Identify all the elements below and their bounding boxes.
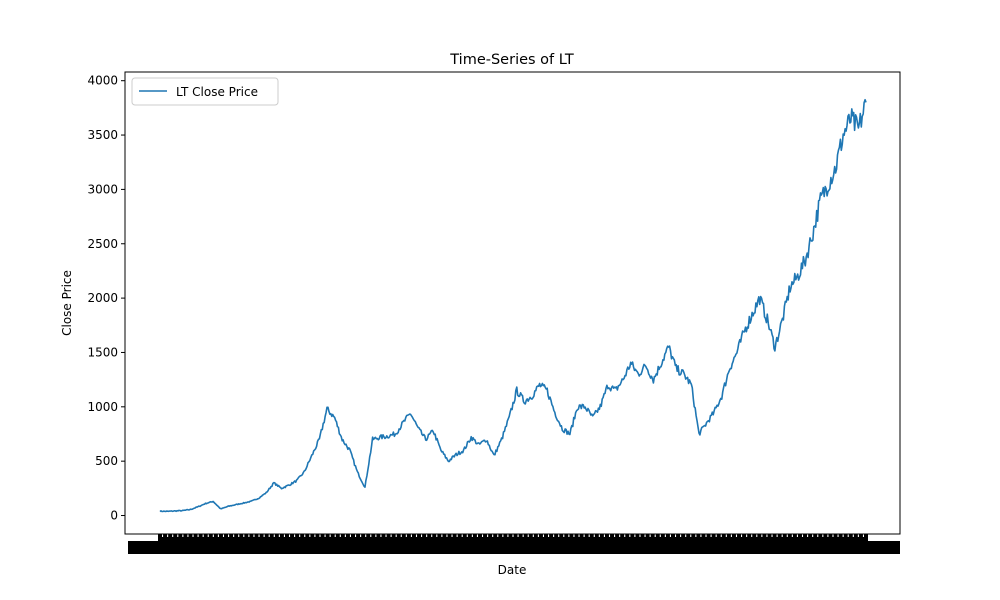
x-axis	[128, 534, 900, 554]
y-tick-label: 1500	[87, 345, 118, 359]
x-tick-marks-overlap	[158, 537, 868, 543]
y-axis-label: Close Price	[60, 270, 74, 336]
axes-frame	[124, 71, 901, 535]
x-axis-label: Date	[498, 563, 527, 577]
y-tick-label: 3500	[87, 128, 118, 142]
chart-title: Time-Series of LT	[449, 52, 574, 68]
series-line-lt-close-price	[159, 98, 867, 513]
y-tick-label: 0	[110, 509, 118, 523]
x-tick-labels-overlap	[128, 541, 900, 554]
y-tick-label: 2500	[87, 237, 118, 251]
series-layer	[159, 98, 867, 513]
legend-label-lt-close-price: LT Close Price	[176, 85, 258, 99]
y-tick-label: 2000	[87, 291, 118, 305]
legend-box	[131, 77, 279, 106]
y-tick-label: 1000	[87, 400, 118, 414]
y-axis: 0 500 1000 1500 2000 2500 3000 3500 4000	[87, 74, 125, 523]
y-tick-label: 4000	[87, 74, 118, 88]
y-tick-label: 500	[95, 454, 118, 468]
plot-area	[124, 71, 901, 535]
legend: LT Close Price	[131, 77, 279, 106]
y-tick-label: 3000	[87, 182, 118, 196]
